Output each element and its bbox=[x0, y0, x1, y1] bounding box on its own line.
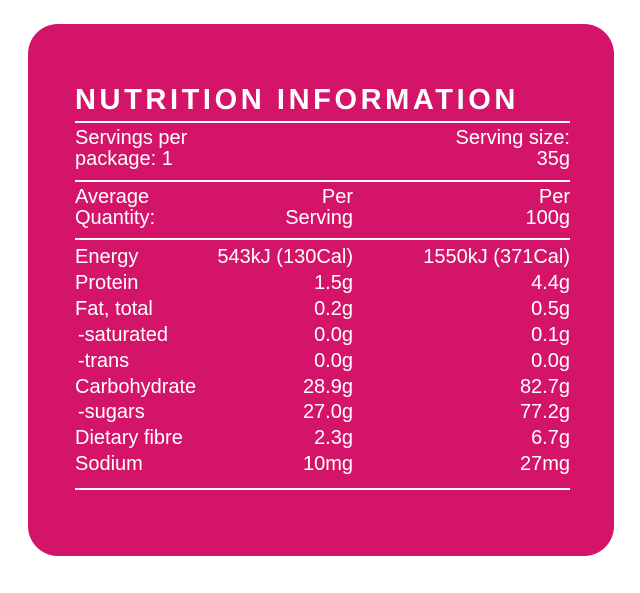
nutrient-name: -trans bbox=[78, 349, 130, 372]
nutrient-value: 27mg bbox=[519, 453, 570, 476]
column-header: Average bbox=[75, 186, 150, 208]
nutrient-name: Sodium bbox=[75, 453, 143, 476]
nutrient-value: 77.2g bbox=[519, 401, 570, 424]
nutrient-value: 0.0g bbox=[314, 349, 353, 372]
nutrient-value: 4.4g bbox=[531, 271, 570, 294]
nutrient-value: 82.7g bbox=[519, 375, 570, 398]
nutrient-name: -sugars bbox=[78, 401, 145, 424]
nutrient-name: -saturated bbox=[78, 323, 169, 346]
column-header: Per bbox=[538, 186, 570, 208]
nutrient-value: 1550kJ (371Cal) bbox=[423, 246, 570, 268]
nutrient-value: 0.1g bbox=[531, 323, 570, 346]
nutrient-value: 6.7g bbox=[531, 427, 570, 450]
nutrient-name: Fat, total bbox=[75, 297, 153, 320]
servings-per-package: Servings per bbox=[75, 127, 188, 149]
nutrient-name: Carbohydrate bbox=[75, 375, 197, 398]
serving-size: Serving size: bbox=[455, 127, 571, 149]
column-header: Serving bbox=[285, 207, 353, 229]
nutrient-value: 0.0g bbox=[314, 323, 353, 346]
column-header: Per bbox=[321, 186, 353, 208]
nutrition-panel bbox=[28, 24, 614, 556]
nutrient-value: 28.9g bbox=[302, 375, 353, 398]
rule bbox=[75, 180, 570, 182]
servings-per-package: package: 1 bbox=[75, 148, 173, 170]
serving-size: 35g bbox=[536, 148, 570, 170]
nutrient-name: Energy bbox=[75, 246, 139, 268]
nutrient-value: 0.5g bbox=[531, 297, 570, 320]
rule bbox=[75, 488, 570, 490]
column-header: Quantity: bbox=[75, 207, 156, 229]
rule bbox=[75, 238, 570, 240]
nutrient-value: 0.2g bbox=[314, 297, 353, 320]
rule bbox=[75, 121, 570, 123]
nutrient-value: 2.3g bbox=[314, 427, 353, 450]
nutrient-value: 10mg bbox=[302, 453, 353, 476]
nutrient-value: 543kJ (130Cal) bbox=[217, 246, 353, 268]
column-header: 100g bbox=[525, 207, 571, 229]
nutrient-value: 0.0g bbox=[531, 349, 570, 372]
title: NUTRITION INFORMATION bbox=[75, 84, 519, 116]
nutrient-name: Dietary fibre bbox=[75, 427, 183, 450]
nutrient-name: Protein bbox=[75, 271, 139, 294]
nutrient-value: 1.5g bbox=[314, 271, 353, 294]
nutrient-value: 27.0g bbox=[302, 401, 353, 424]
